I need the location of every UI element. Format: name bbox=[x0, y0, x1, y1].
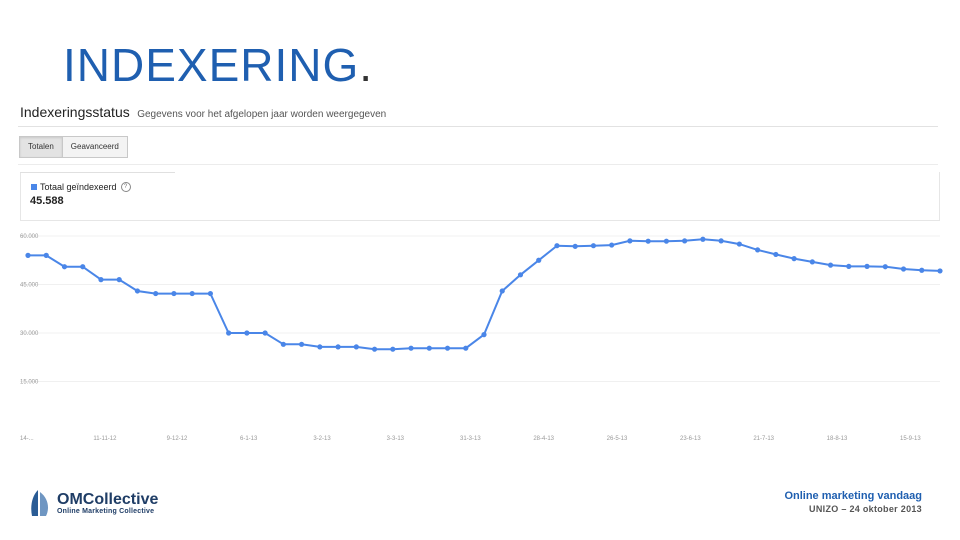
data-point[interactable] bbox=[645, 238, 651, 244]
x-tick-label: 3-2-13 bbox=[313, 436, 331, 442]
series-points bbox=[25, 236, 943, 352]
data-point[interactable] bbox=[116, 277, 122, 283]
divider bbox=[18, 164, 938, 165]
data-point[interactable] bbox=[900, 266, 907, 272]
data-point[interactable] bbox=[390, 346, 396, 352]
data-point[interactable] bbox=[353, 344, 359, 350]
y-tick-label: 45.000 bbox=[20, 283, 39, 289]
slide-title: INDEXERING. bbox=[63, 38, 373, 92]
data-point[interactable] bbox=[134, 288, 141, 294]
data-point[interactable] bbox=[61, 264, 68, 270]
data-point[interactable] bbox=[499, 288, 505, 294]
data-point[interactable] bbox=[171, 290, 177, 297]
data-point[interactable] bbox=[755, 247, 761, 253]
omcollective-logo: OMCollective Online Marketing Collective bbox=[28, 488, 158, 518]
metric-value: 45.588 bbox=[30, 195, 64, 207]
data-point[interactable] bbox=[809, 259, 815, 265]
slide-title-dot: . bbox=[359, 39, 374, 91]
panel-subtitle: Gegevens voor het afgelopen jaar worden … bbox=[137, 109, 387, 120]
x-tick-label: 21-7-13 bbox=[753, 436, 774, 442]
tab-totalen[interactable]: Totalen bbox=[19, 136, 63, 158]
data-point[interactable] bbox=[663, 238, 670, 244]
data-point[interactable] bbox=[207, 290, 213, 297]
legend-swatch bbox=[31, 184, 37, 190]
data-point[interactable] bbox=[299, 341, 305, 347]
x-tick-label: 26-5-13 bbox=[607, 436, 628, 442]
data-point[interactable] bbox=[827, 262, 834, 268]
data-point[interactable] bbox=[718, 238, 724, 244]
data-point[interactable] bbox=[98, 277, 104, 283]
x-tick-label: 31-3-13 bbox=[460, 436, 481, 442]
data-point[interactable] bbox=[426, 345, 432, 351]
metric-box bbox=[20, 172, 940, 221]
data-point[interactable] bbox=[226, 330, 232, 336]
logo-tagline: Online Marketing Collective bbox=[57, 508, 155, 515]
view-tabs: Totalen Geavanceerd bbox=[19, 136, 128, 158]
data-point[interactable] bbox=[590, 243, 597, 249]
footer-event-title: Online marketing vandaag bbox=[784, 490, 922, 502]
chart-y-ticks: 60.000 45.000 30.000 15.000 bbox=[20, 234, 39, 386]
x-tick-label: 9-12-12 bbox=[167, 436, 188, 442]
divider bbox=[18, 126, 938, 127]
data-point[interactable] bbox=[882, 264, 888, 270]
data-point[interactable] bbox=[919, 267, 925, 273]
help-icon[interactable]: ? bbox=[120, 182, 131, 192]
indexing-line-chart: 60.000 45.000 30.000 15.000 14-... 11-11-12 9… bbox=[20, 234, 943, 442]
data-point[interactable] bbox=[791, 256, 797, 262]
data-point[interactable] bbox=[481, 332, 487, 338]
data-point[interactable] bbox=[335, 344, 341, 350]
metric-label: Totaal geïndexeerd bbox=[40, 182, 117, 192]
chart-gridlines bbox=[20, 235, 940, 382]
data-point[interactable] bbox=[25, 252, 31, 258]
x-tick-label: 23-6-13 bbox=[680, 436, 701, 442]
data-point[interactable] bbox=[682, 238, 688, 244]
data-point[interactable] bbox=[517, 272, 524, 278]
x-tick-label: 14-... bbox=[20, 436, 34, 442]
metric-tab-line bbox=[20, 172, 175, 173]
data-point[interactable] bbox=[937, 268, 943, 274]
data-point[interactable] bbox=[280, 341, 286, 347]
metric-legend[interactable]: Totaal geïndexeerd ? bbox=[31, 182, 131, 192]
data-point[interactable] bbox=[262, 330, 268, 336]
tab-geavanceerd[interactable]: Geavanceerd bbox=[62, 136, 128, 158]
data-point[interactable] bbox=[736, 241, 742, 247]
sail-logo-icon bbox=[31, 490, 48, 516]
data-point[interactable] bbox=[536, 257, 542, 263]
data-point[interactable] bbox=[463, 345, 469, 351]
chart-x-ticks: 14-... 11-11-12 9-12-12 6-1-13 3-2-13 3-3-13 3… bbox=[20, 436, 921, 442]
data-point[interactable] bbox=[153, 290, 159, 297]
data-point[interactable] bbox=[864, 263, 870, 269]
y-tick-label: 30.000 bbox=[20, 331, 39, 337]
data-point[interactable] bbox=[846, 263, 852, 269]
data-point[interactable] bbox=[371, 346, 378, 352]
y-tick-label: 60.000 bbox=[20, 234, 39, 240]
x-tick-label: 11-11-12 bbox=[93, 436, 117, 442]
x-tick-label: 28-4-13 bbox=[533, 436, 554, 442]
footer-event-date: UNIZO – 24 oktober 2013 bbox=[809, 504, 922, 514]
panel-title: Indexeringsstatus bbox=[20, 104, 130, 120]
data-point[interactable] bbox=[572, 243, 578, 249]
data-point[interactable] bbox=[43, 252, 49, 258]
logo-name: OMCollective bbox=[57, 491, 159, 508]
x-tick-label: 6-1-13 bbox=[240, 436, 258, 442]
data-point[interactable] bbox=[80, 264, 86, 270]
data-point[interactable] bbox=[773, 251, 779, 258]
panel-header: Indexeringsstatus Gegevens voor het afge… bbox=[20, 104, 386, 122]
x-tick-label: 3-3-13 bbox=[387, 436, 405, 442]
data-point[interactable] bbox=[189, 290, 195, 297]
data-point[interactable] bbox=[627, 238, 633, 244]
data-point[interactable] bbox=[317, 344, 323, 350]
slide-title-text: INDEXERING bbox=[63, 39, 360, 91]
data-point[interactable] bbox=[444, 345, 451, 351]
y-tick-label: 15.000 bbox=[20, 380, 39, 386]
data-point[interactable] bbox=[609, 242, 615, 248]
data-point[interactable] bbox=[244, 330, 250, 336]
data-point[interactable] bbox=[408, 345, 414, 351]
x-tick-label: 15-9-13 bbox=[900, 436, 921, 442]
footer: Online marketing vandaag UNIZO – 24 okto… bbox=[784, 490, 922, 514]
x-tick-label: 18-8-13 bbox=[827, 436, 848, 442]
data-point[interactable] bbox=[554, 243, 560, 249]
data-point[interactable] bbox=[700, 236, 706, 242]
